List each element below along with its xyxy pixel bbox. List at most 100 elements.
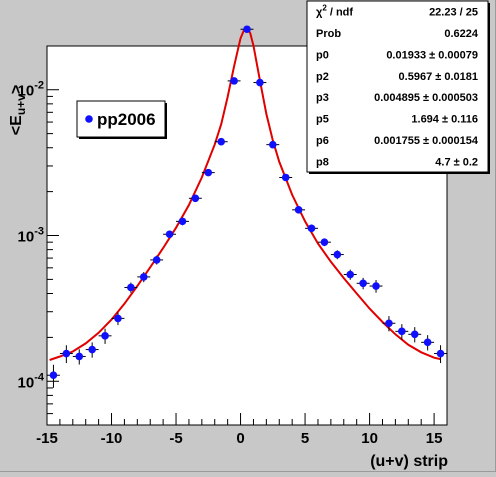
legend-shadow — [79, 137, 167, 139]
data-point-marker — [75, 352, 84, 361]
data-point — [72, 349, 86, 365]
data-point — [369, 280, 383, 293]
data-point-marker — [294, 206, 303, 214]
data-point-marker — [204, 168, 213, 177]
data-point — [343, 269, 357, 280]
data-point-marker — [165, 230, 174, 239]
y-axis-title-end: > — [8, 85, 25, 94]
data-point — [266, 140, 280, 149]
data-point-marker — [346, 270, 355, 279]
data-point-marker — [269, 140, 277, 149]
y-axis-title: <Eu+v> — [8, 85, 28, 135]
y-axis-title-main: <E — [8, 115, 25, 135]
stats-shadow — [309, 172, 490, 174]
stats-value: 0.6224 — [444, 28, 479, 40]
data-point-marker — [230, 77, 238, 85]
stats-box — [306, 0, 489, 173]
data-point — [382, 316, 396, 332]
data-point — [98, 328, 112, 344]
data-point-marker — [191, 194, 200, 203]
data-point — [421, 335, 435, 351]
y-tick-label: 10-3 — [18, 226, 44, 246]
data-point — [59, 345, 73, 364]
stats-value: 1.694 ± 0.116 — [411, 114, 478, 126]
stats-value: 0.001755 ± 0.000154 — [374, 135, 479, 147]
data-point — [124, 282, 138, 293]
data-point — [330, 250, 344, 260]
data-point-marker — [410, 330, 419, 339]
x-tick-label: -10 — [101, 430, 123, 447]
data-point — [111, 312, 125, 326]
x-tick-label: 10 — [361, 430, 378, 447]
x-tick-label: 15 — [426, 430, 443, 447]
data-point-marker — [49, 371, 58, 380]
data-point-marker — [101, 332, 109, 340]
data-point — [434, 345, 447, 364]
legend-marker — [85, 115, 93, 123]
x-tick-label: -5 — [169, 430, 182, 447]
data-point — [85, 342, 99, 358]
stats-value: 0.01933 ± 0.00079 — [386, 49, 478, 61]
data-point — [395, 324, 409, 340]
legend-shadow — [165, 103, 167, 139]
data-point-marker — [114, 314, 122, 323]
data-point — [150, 255, 164, 265]
data-point — [47, 364, 60, 388]
x-axis-title: (u+v) strip — [370, 453, 448, 470]
data-point — [317, 238, 331, 247]
x-tick-label: -15 — [36, 430, 58, 447]
data-point — [356, 277, 370, 290]
data-point-marker — [359, 279, 367, 288]
data-point-marker — [88, 345, 96, 354]
data-point-marker — [217, 137, 225, 146]
data-point — [176, 217, 189, 226]
data-point — [201, 168, 215, 177]
data-point-marker — [178, 217, 187, 226]
y-axis-title-sub: u+v — [14, 94, 28, 115]
stats-label: p5 — [316, 114, 329, 126]
stats-label: p8 — [316, 156, 329, 168]
data-point-marker — [333, 250, 342, 259]
data-point — [279, 173, 293, 182]
data-point — [227, 77, 241, 85]
data-point-marker — [127, 283, 135, 292]
data-point — [137, 272, 151, 283]
data-point-marker — [307, 224, 316, 233]
data-point-marker — [320, 238, 329, 246]
x-tick-label: 0 — [236, 430, 244, 447]
data-point-marker — [436, 349, 445, 358]
stats-value: 4.7 ± 0.2 — [435, 156, 478, 168]
data-point — [408, 327, 422, 343]
data-point — [188, 194, 202, 203]
stats-label: p2 — [316, 71, 329, 83]
data-point — [253, 78, 267, 87]
data-point — [214, 137, 228, 146]
data-point-marker — [398, 327, 406, 336]
x-tick-label: 5 — [301, 430, 309, 447]
data-point-marker — [281, 173, 290, 182]
data-point-marker — [243, 25, 251, 34]
data-point-marker — [139, 273, 148, 281]
y-tick-label: 10-4 — [18, 371, 45, 391]
stats-value: 0.004895 ± 0.000503 — [374, 92, 478, 104]
stats-label: p0 — [316, 49, 329, 61]
data-point-marker — [152, 256, 161, 264]
data-point-marker — [256, 78, 264, 87]
data-point-marker — [423, 338, 432, 347]
stats-label: p6 — [316, 135, 329, 147]
stats-value: 22.23 / 25 — [429, 7, 478, 19]
data-point — [292, 206, 306, 214]
data-point-marker — [385, 319, 393, 328]
data-point — [305, 224, 318, 233]
stats-label: Prob — [316, 28, 341, 40]
stats-shadow — [488, 3, 490, 174]
stats-label: χ2 / ndf — [316, 4, 353, 19]
data-point — [240, 25, 254, 34]
data-point — [163, 230, 177, 239]
data-point-marker — [372, 282, 380, 290]
data-point-marker — [62, 349, 71, 358]
stats-value: 0.5967 ± 0.0181 — [399, 71, 478, 83]
stats-label: p3 — [316, 92, 329, 104]
